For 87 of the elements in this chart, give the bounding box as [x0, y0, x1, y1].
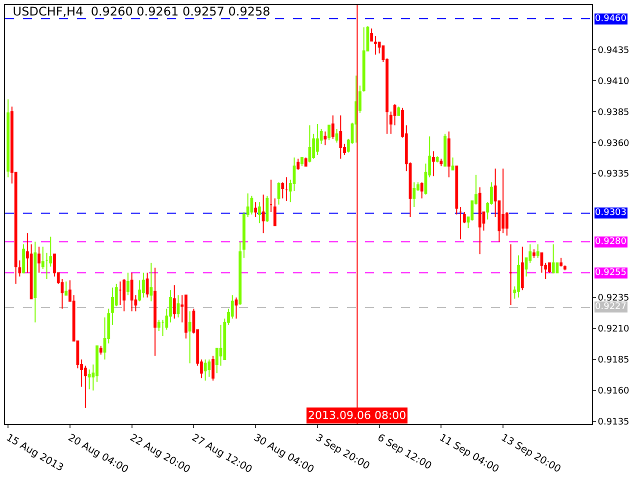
- candlestick: [281, 182, 284, 199]
- candlestick: [212, 355, 214, 382]
- candlestick: [270, 179, 272, 213]
- candlestick: [447, 130, 450, 178]
- ref-line-label: 0.9303: [595, 208, 626, 218]
- candlestick: [412, 182, 416, 208]
- candlestick: [440, 158, 443, 167]
- candlestick: [444, 133, 446, 167]
- candlestick: [316, 124, 319, 156]
- ref-line-label: 0.9280: [595, 237, 627, 247]
- ref-line-label: 0.9460: [595, 14, 627, 24]
- candlestick: [520, 246, 524, 291]
- candlestick: [208, 359, 211, 378]
- y-tick-label: 0.9335: [598, 170, 630, 180]
- y-tick-label: 0.9160: [598, 386, 630, 397]
- candlestick: [88, 368, 91, 390]
- candlestick: [517, 254, 520, 298]
- candlestick: [536, 244, 540, 258]
- candlestick: [478, 186, 482, 255]
- candlestick: [184, 294, 188, 339]
- candlestick: [331, 114, 334, 140]
- candlestick: [432, 150, 435, 177]
- y-tick-label: 0.9385: [598, 108, 630, 118]
- y-tick-label: 0.9135: [598, 418, 630, 428]
- candlestick: [552, 244, 555, 274]
- candlestick: [262, 194, 265, 234]
- candlestick: [6, 98, 10, 178]
- candlestick: [34, 241, 37, 323]
- candlestick: [462, 212, 466, 224]
- candlestick: [328, 124, 330, 141]
- candlestick: [374, 35, 377, 56]
- candlestick: [451, 156, 454, 170]
- candlestick: [420, 182, 424, 199]
- candlestick: [258, 202, 261, 224]
- y-tick-label: 0.9435: [598, 46, 630, 56]
- ref-line-label: 0.9255: [595, 268, 626, 278]
- candlestick: [41, 246, 44, 270]
- candlestick: [509, 244, 512, 306]
- annotation: 2013.09.06 08:00: [308, 409, 406, 422]
- candlestick: [459, 206, 462, 240]
- candlestick: [238, 241, 242, 306]
- candlestick: [308, 124, 312, 163]
- candlestick: [324, 130, 327, 146]
- candlestick: [339, 114, 342, 160]
- candlestick: [126, 272, 130, 296]
- y-tick-label: 0.9235: [598, 294, 630, 304]
- y-tick-label: 0.9185: [598, 356, 630, 366]
- candlestick: [532, 248, 536, 258]
- candlestick: [335, 128, 338, 144]
- candlestick: [296, 158, 300, 170]
- candlestick: [362, 26, 366, 92]
- candlestick: [150, 262, 153, 302]
- candlestick: [99, 345, 102, 356]
- candlestick: [304, 156, 308, 167]
- candlestick: [146, 272, 149, 298]
- candlestick: [157, 319, 160, 332]
- y-tick-label: 0.9410: [598, 76, 630, 87]
- candlestick: [560, 257, 563, 268]
- candlestick: [172, 284, 176, 320]
- candlestick: [154, 267, 156, 356]
- chart-title: USDCHF,H4 0.9260 0.9261 0.9257 0.9258: [12, 4, 270, 19]
- candlestick: [64, 280, 68, 296]
- candlestick: [370, 28, 374, 42]
- candlestick: [176, 294, 180, 318]
- candlestick: [397, 106, 400, 116]
- y-tick-label: 0.9360: [598, 138, 630, 149]
- candlestick: [188, 310, 192, 364]
- candlestick: [234, 297, 238, 320]
- candlestick: [300, 156, 304, 167]
- candlestick: [22, 244, 26, 274]
- candlestick: [277, 182, 280, 206]
- candlestick: [285, 176, 288, 202]
- candlestick: [273, 198, 276, 226]
- candlestick: [111, 287, 114, 326]
- candlestick: [266, 195, 269, 222]
- y-tick-label: 0.9210: [598, 324, 630, 335]
- candlestick: [563, 264, 566, 271]
- candlestick: [122, 278, 126, 312]
- candlestick: [254, 202, 258, 218]
- candlestick: [436, 156, 439, 163]
- candlestick: [358, 85, 362, 114]
- candlestick: [130, 272, 134, 312]
- candlestick: [38, 246, 40, 274]
- candlestick: [455, 166, 458, 215]
- candlestick: [142, 272, 145, 298]
- ref-line-label: 0.9227: [595, 302, 626, 312]
- candlestick: [204, 359, 207, 382]
